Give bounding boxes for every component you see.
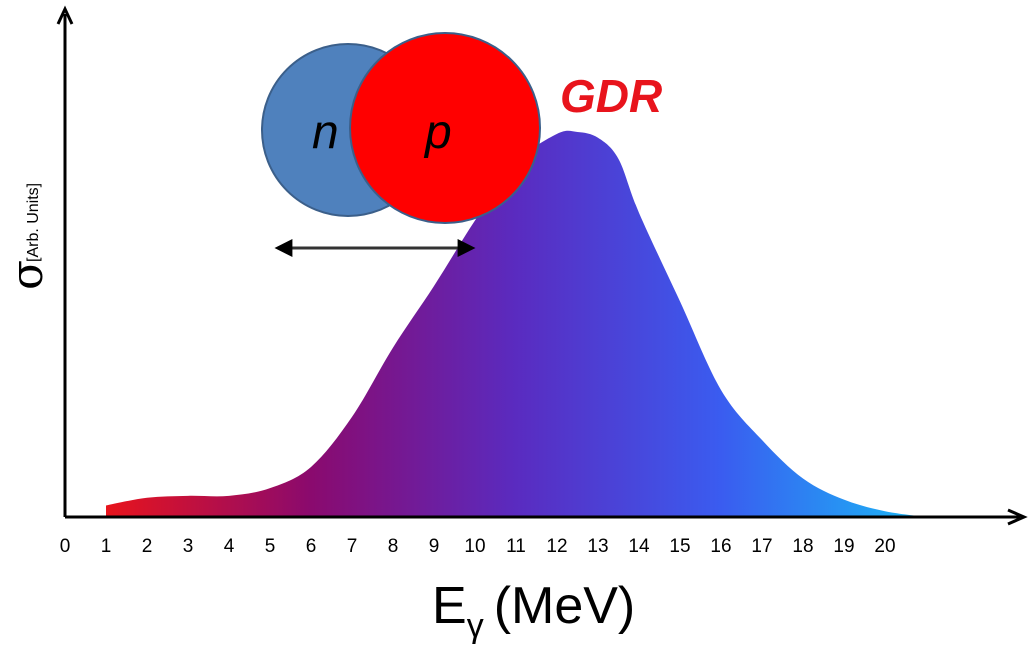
x-tick-label-11: 11: [506, 536, 526, 557]
x-tick-label-1: 1: [101, 536, 112, 557]
x-tick-label-13: 13: [587, 536, 608, 557]
x-tick-label-7: 7: [347, 536, 358, 557]
x-tick-label-10: 10: [464, 536, 485, 557]
gdr-annotation: GDR: [560, 70, 662, 122]
x-tick-label-12: 12: [546, 536, 567, 557]
y-axis-symbol: σ: [2, 260, 53, 290]
x-tick-label-2: 2: [142, 536, 153, 557]
x-tick-label-19: 19: [833, 536, 854, 557]
gdr-curve-area: [106, 130, 926, 517]
x-tick-label-5: 5: [265, 536, 276, 557]
x-tick-label-17: 17: [751, 536, 772, 557]
y-axis-arrow: [56, 5, 74, 25]
y-axis-unit: [Arb. Units]: [25, 183, 42, 262]
x-tick-labels: 0 1 2 3 4 5 6 7 8 9 10 11 12 13 14 15 16 17 18 19 20: [60, 536, 896, 557]
x-tick-label-15: 15: [669, 536, 690, 557]
x-tick-label-0: 0: [60, 536, 71, 557]
proton-circle: [349, 32, 541, 224]
x-axis-label: Eγ (MeV): [432, 577, 635, 645]
nucleon-inset: n p: [261, 32, 541, 257]
x-tick-label-3: 3: [183, 536, 194, 557]
x-tick-label-18: 18: [792, 536, 813, 557]
x-tick-label-9: 9: [429, 536, 440, 557]
x-tick-label-16: 16: [710, 536, 731, 557]
neutron-label: n: [312, 106, 339, 159]
x-tick-label-20: 20: [874, 536, 895, 557]
x-tick-label-8: 8: [388, 536, 399, 557]
x-tick-label-14: 14: [628, 536, 650, 557]
x-tick-label-4: 4: [224, 536, 235, 557]
proton-label: p: [423, 106, 452, 159]
x-axis-arrow: [1007, 508, 1028, 526]
x-tick-label-6: 6: [306, 536, 317, 557]
y-axis-label: σ [Arb. Units]: [2, 183, 53, 290]
